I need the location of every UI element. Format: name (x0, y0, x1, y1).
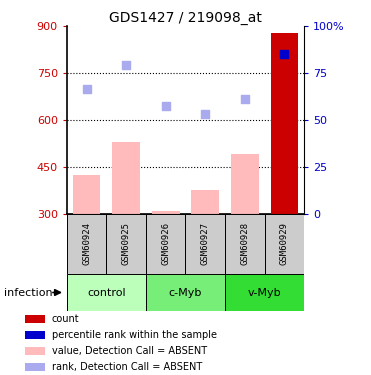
Bar (186, 214, 225, 274)
Bar (146, 214, 186, 274)
Text: GSM60927: GSM60927 (201, 222, 210, 265)
Bar (25, 363, 45, 371)
Bar (146, 274, 225, 311)
Text: GSM60926: GSM60926 (161, 222, 170, 265)
Text: value, Detection Call = ABSENT: value, Detection Call = ABSENT (52, 346, 207, 356)
Bar (112, 142, 140, 214)
Bar (191, 190, 219, 214)
Bar (25, 347, 45, 355)
Point (242, 96, 248, 102)
Text: c-Myb: c-Myb (169, 288, 202, 297)
Text: count: count (52, 314, 79, 324)
Text: GSM60929: GSM60929 (280, 222, 289, 265)
Bar (152, 211, 180, 214)
Bar (225, 274, 304, 311)
Bar (270, 33, 298, 214)
Point (163, 103, 169, 109)
Bar (67, 214, 106, 274)
Text: percentile rank within the sample: percentile rank within the sample (52, 330, 217, 340)
Point (83, 86, 89, 92)
Bar (67, 274, 146, 311)
Bar (106, 214, 146, 274)
Title: GDS1427 / 219098_at: GDS1427 / 219098_at (109, 11, 262, 25)
Bar (25, 332, 45, 339)
Text: control: control (87, 288, 126, 297)
Bar (265, 214, 304, 274)
Bar (25, 315, 45, 323)
Point (123, 62, 129, 68)
Point (282, 51, 288, 57)
Bar (231, 154, 259, 214)
Bar (73, 175, 101, 214)
Text: v-Myb: v-Myb (248, 288, 282, 297)
Text: GSM60928: GSM60928 (240, 222, 249, 265)
Point (202, 111, 208, 117)
Text: rank, Detection Call = ABSENT: rank, Detection Call = ABSENT (52, 362, 202, 372)
Text: GSM60924: GSM60924 (82, 222, 91, 265)
Bar (225, 214, 265, 274)
Text: GSM60925: GSM60925 (122, 222, 131, 265)
Text: infection: infection (4, 288, 52, 297)
